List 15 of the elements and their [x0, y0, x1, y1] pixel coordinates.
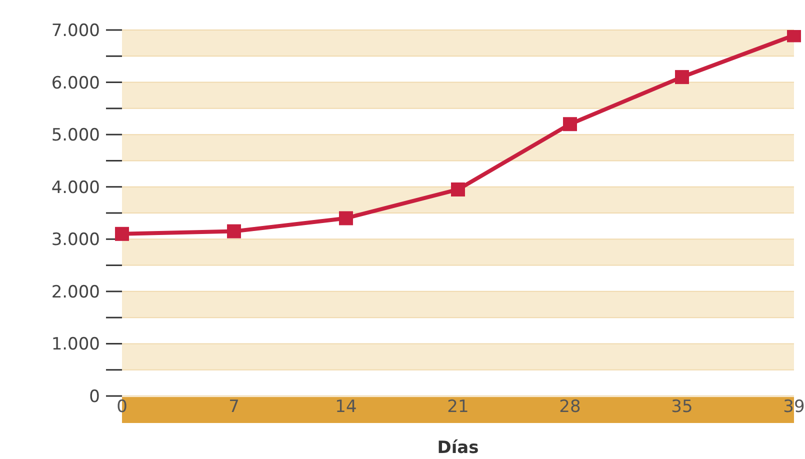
x-tick-label: 21: [447, 397, 469, 417]
y-tick-label: 3.000: [51, 230, 100, 250]
x-tick-label: 28: [559, 397, 581, 417]
x-tick-label: 7: [228, 397, 240, 417]
x-tick-label: 14: [335, 397, 357, 417]
y-tick-label: 5.000: [51, 126, 100, 146]
y-tick-label: 6.000: [51, 73, 100, 94]
x-tick-label: 39: [783, 397, 805, 417]
y-tick-label: 1.000: [51, 334, 100, 355]
y-tick-label: 4.000: [51, 178, 100, 198]
y-tick-label: 7.000: [51, 21, 100, 41]
x-tick-label: 35: [671, 397, 693, 417]
y-tick-label: 2.000: [51, 282, 100, 302]
x-axis-title: Días: [437, 438, 479, 458]
x-tick-label: 0: [116, 397, 128, 417]
